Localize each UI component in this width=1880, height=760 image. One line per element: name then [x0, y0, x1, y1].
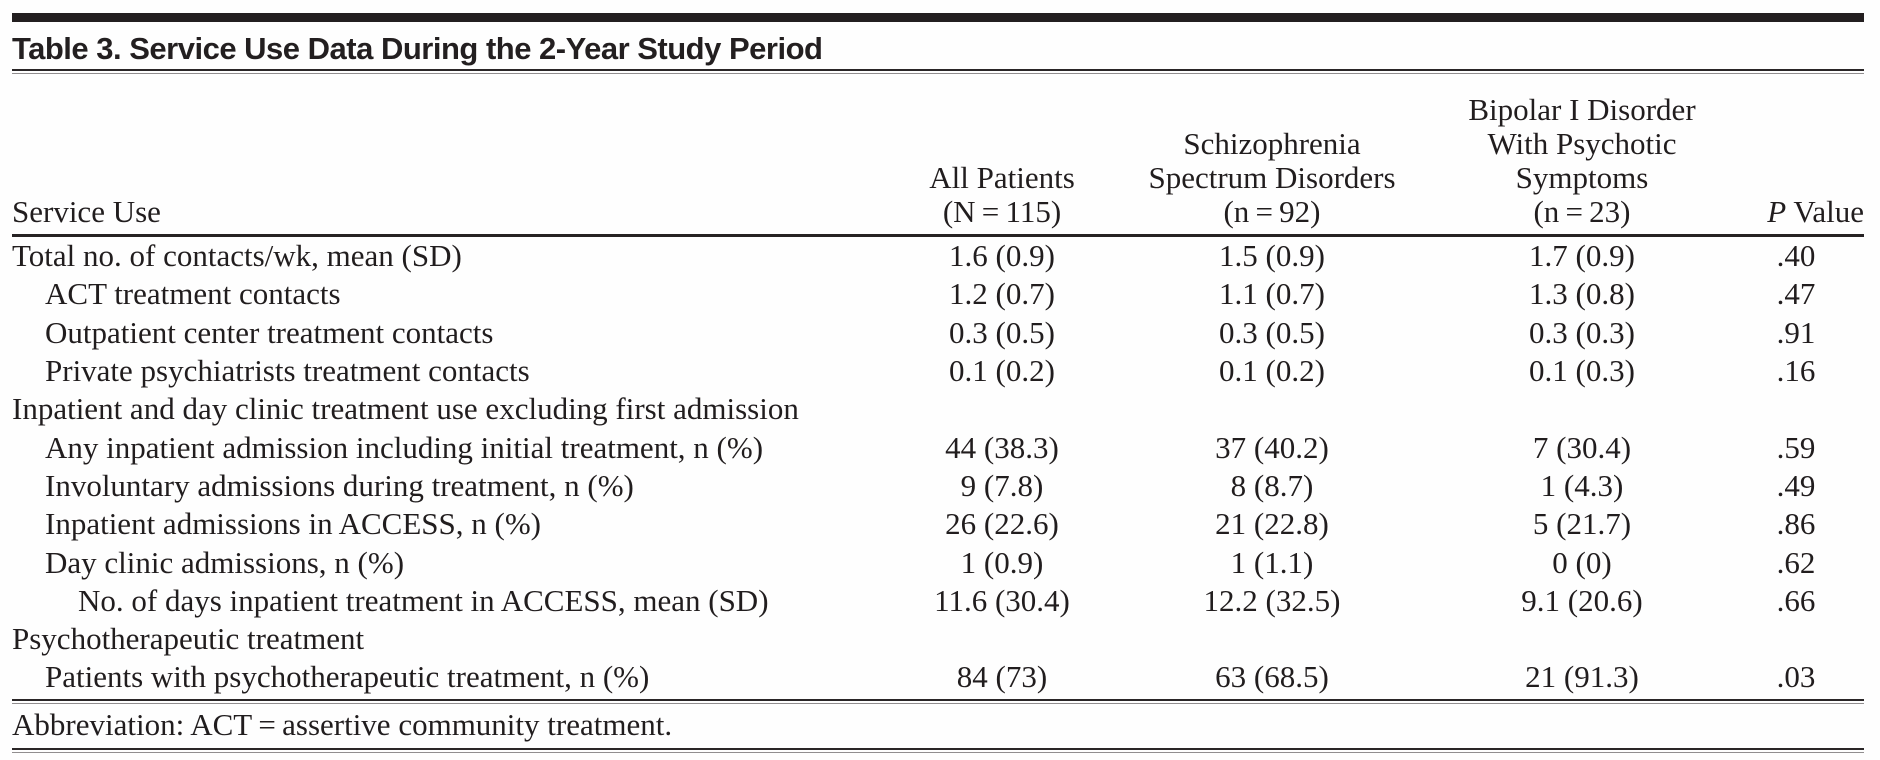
- cell-all-patients: 84 (73): [956, 659, 1048, 695]
- body-bottom-rule: [12, 698, 1864, 704]
- header-line: Bipolar I Disorder: [1468, 92, 1696, 127]
- column-header-bipolar: Bipolar I Disorder With Psychotic Sympto…: [1422, 93, 1742, 229]
- cell-bipolar: 0.3 (0.3): [1529, 314, 1635, 350]
- page-bottom-rule: [12, 747, 1864, 753]
- top-heavy-rule: [12, 13, 1864, 22]
- cell-p-value: .16: [1776, 353, 1816, 389]
- cell-p-value: .03: [1776, 659, 1816, 695]
- table-row: ACT treatment contacts 1.2 (0.7) 1.1 (0.…: [12, 275, 1864, 313]
- section-label: Psychotherapeutic treatment: [12, 621, 365, 657]
- p-value-rest: Value: [1793, 194, 1864, 229]
- table-row: Private psychiatrists treatment contacts…: [12, 352, 1864, 390]
- cell-all-patients: 9 (7.8): [960, 467, 1044, 503]
- table-section-row: Psychotherapeutic treatment: [12, 620, 1864, 658]
- cell-schizophrenia: 1 (1.1): [1230, 544, 1314, 580]
- cell-bipolar: 1.3 (0.8): [1529, 276, 1635, 312]
- cell-bipolar: 9.1 (20.6): [1521, 582, 1643, 618]
- header-line: Schizophrenia: [1183, 126, 1361, 161]
- table-row: Patients with psychotherapeutic treatmen…: [12, 658, 1864, 696]
- cell-all-patients: 0.1 (0.2): [949, 353, 1055, 389]
- cell-schizophrenia: 21 (22.8): [1215, 506, 1329, 542]
- row-label: Any inpatient admission including initia…: [45, 429, 764, 465]
- cell-all-patients: 0.3 (0.5): [949, 314, 1055, 350]
- table-title: Table 3. Service Use Data During the 2-Y…: [12, 31, 823, 66]
- table-row: Day clinic admissions, n (%) 1 (0.9) 1 (…: [12, 543, 1864, 581]
- table-row: Any inpatient admission including initia…: [12, 428, 1864, 466]
- cell-schizophrenia: 1.1 (0.7): [1219, 276, 1325, 312]
- header-line: (N = 115): [942, 194, 1062, 229]
- cell-all-patients: 26 (22.6): [945, 506, 1059, 542]
- header-line: Spectrum Disorders: [1148, 160, 1396, 195]
- header-line: P Value: [1742, 195, 1864, 229]
- row-label: Private psychiatrists treatment contacts: [45, 353, 530, 389]
- cell-p-value: .40: [1776, 238, 1816, 274]
- p-value-italic: P: [1767, 194, 1787, 229]
- cell-bipolar: 21 (91.3): [1525, 659, 1639, 695]
- table-section-row: Inpatient and day clinic treatment use e…: [12, 390, 1864, 428]
- cell-p-value: .47: [1776, 276, 1816, 312]
- cell-schizophrenia: 1.5 (0.9): [1219, 238, 1325, 274]
- row-label: ACT treatment contacts: [45, 276, 341, 312]
- cell-p-value: .66: [1776, 582, 1816, 618]
- row-label: Inpatient admissions in ACCESS, n (%): [45, 506, 541, 542]
- cell-bipolar: 0.1 (0.3): [1529, 353, 1635, 389]
- row-label: Total no. of contacts/wk, mean (SD): [12, 238, 462, 274]
- header-rule: [12, 234, 1864, 237]
- header-line: Service Use: [12, 194, 161, 229]
- table-row: No. of days inpatient treatment in ACCES…: [12, 582, 1864, 620]
- cell-bipolar: 1.7 (0.9): [1529, 238, 1635, 274]
- cell-bipolar: 7 (30.4): [1532, 429, 1632, 465]
- cell-all-patients: 1 (0.9): [960, 544, 1044, 580]
- cell-bipolar: 0 (0): [1552, 544, 1612, 580]
- column-header-service-use: Service Use: [12, 195, 882, 229]
- section-label: Inpatient and day clinic treatment use e…: [12, 391, 799, 427]
- cell-bipolar: 1 (4.3): [1540, 467, 1624, 503]
- header-line: Symptoms: [1515, 160, 1649, 195]
- cell-schizophrenia: 37 (40.2): [1215, 429, 1329, 465]
- cell-schizophrenia: 0.1 (0.2): [1219, 353, 1325, 389]
- table-footnote: Abbreviation: ACT = assertive community …: [12, 706, 673, 742]
- cell-all-patients: 1.2 (0.7): [949, 276, 1055, 312]
- cell-p-value: .62: [1776, 544, 1816, 580]
- table-row: Outpatient center treatment contacts 0.3…: [12, 314, 1864, 352]
- column-header-schizophrenia: Schizophrenia Spectrum Disorders (n = 92…: [1122, 127, 1422, 229]
- row-label: Day clinic admissions, n (%): [45, 544, 405, 580]
- table-row: Total no. of contacts/wk, mean (SD) 1.6 …: [12, 237, 1864, 275]
- header-line: With Psychotic: [1487, 126, 1677, 161]
- column-header-all-patients: All Patients (N = 115): [882, 161, 1122, 229]
- header-line: (n = 92): [1223, 194, 1321, 229]
- row-label: Patients with psychotherapeutic treatmen…: [45, 659, 650, 695]
- header-line: All Patients: [929, 160, 1075, 195]
- column-header-p-value: P Value: [1742, 195, 1864, 229]
- cell-all-patients: 1.6 (0.9): [949, 238, 1055, 274]
- cell-schizophrenia: 12.2 (32.5): [1203, 582, 1341, 618]
- cell-p-value: .49: [1776, 467, 1816, 503]
- header-line: (n = 23): [1533, 194, 1631, 229]
- row-label: Involuntary admissions during treatment,…: [45, 467, 634, 503]
- cell-schizophrenia: 8 (8.7): [1230, 467, 1314, 503]
- cell-all-patients: 11.6 (30.4): [934, 582, 1070, 618]
- title-rule: [12, 69, 1864, 74]
- cell-p-value: .91: [1776, 314, 1816, 350]
- cell-bipolar: 5 (21.7): [1532, 506, 1632, 542]
- table-header-row: Service Use All Patients (N = 115) Schiz…: [12, 74, 1864, 234]
- table-row: Inpatient admissions in ACCESS, n (%) 26…: [12, 505, 1864, 543]
- table-row: Involuntary admissions during treatment,…: [12, 467, 1864, 505]
- cell-schizophrenia: 63 (68.5): [1215, 659, 1329, 695]
- row-label: Outpatient center treatment contacts: [45, 314, 494, 350]
- cell-p-value: .59: [1776, 429, 1816, 465]
- cell-schizophrenia: 0.3 (0.5): [1219, 314, 1325, 350]
- cell-p-value: .86: [1776, 506, 1816, 542]
- row-label: No. of days inpatient treatment in ACCES…: [78, 582, 769, 618]
- cell-all-patients: 44 (38.3): [945, 429, 1059, 465]
